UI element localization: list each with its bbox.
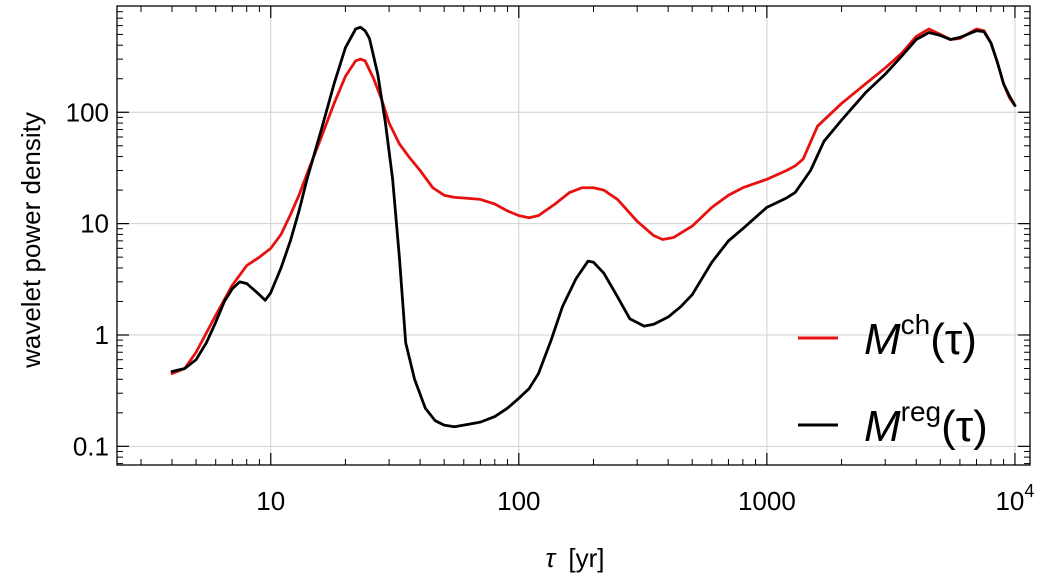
x-axis-unit: [yr] <box>568 543 604 573</box>
y-tick-label: 10 <box>80 209 109 239</box>
legend-label: Mch(τ) <box>864 309 977 364</box>
x-tick-label-base: 10 <box>995 486 1024 516</box>
x-tick-label: 10 <box>256 486 285 516</box>
x-axis-symbol: τ <box>545 543 557 573</box>
legend: Mch(τ)Mreg(τ) <box>798 309 988 451</box>
legend-label-argument: (τ) <box>930 315 977 364</box>
y-tick-label: 0.1 <box>73 431 109 461</box>
series-line-reg <box>170 25 1017 429</box>
series-layer <box>170 25 1017 429</box>
legend-label-base: M <box>864 315 901 364</box>
legend-entry-reg: Mreg(τ) <box>798 396 988 451</box>
x-tick-label: 100 <box>497 486 540 516</box>
y-tick-label: 1 <box>95 320 109 350</box>
legend-label-superscript: reg <box>901 396 941 427</box>
legend-label: Mreg(τ) <box>864 396 988 451</box>
y-axis-title: wavelet power density <box>16 112 46 369</box>
legend-label-superscript: ch <box>901 309 931 340</box>
y-tick-label: 100 <box>66 97 109 127</box>
plot-frame <box>116 5 1031 466</box>
x-tick-label-exponent: 4 <box>1024 481 1034 501</box>
x-tick-label: 1000 <box>738 486 796 516</box>
ticks <box>117 6 1030 465</box>
x-axis-title: τ [yr] <box>545 543 604 573</box>
legend-label-argument: (τ) <box>941 402 988 451</box>
legend-entry-ch: Mch(τ) <box>798 309 977 364</box>
legend-label-base: M <box>864 402 901 451</box>
x-tick-label: 104 <box>995 481 1034 516</box>
grid <box>117 6 1030 465</box>
